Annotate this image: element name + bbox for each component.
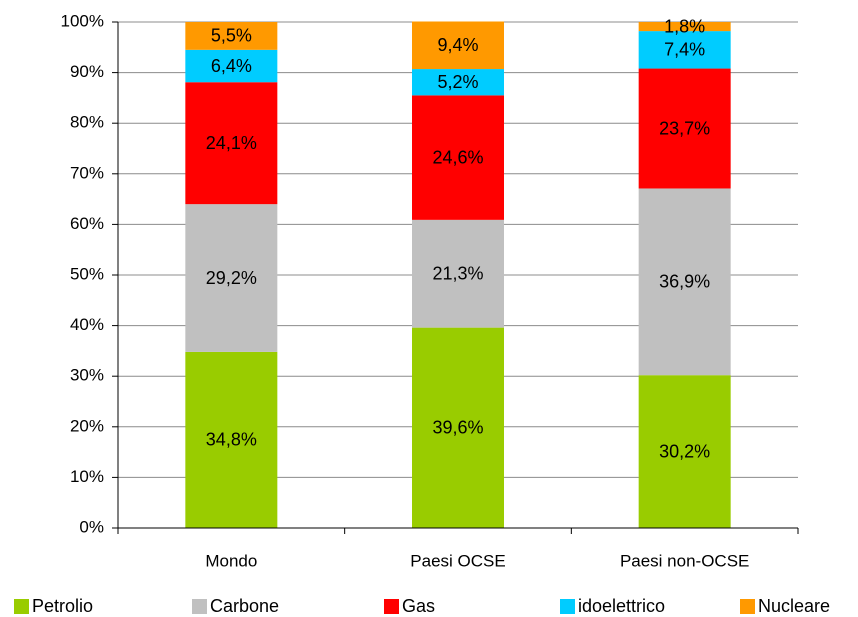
data-label: 23,7% — [659, 118, 710, 138]
data-label: 5,2% — [437, 72, 478, 92]
data-label: 36,9% — [659, 272, 710, 292]
legend-label: idoelettrico — [578, 596, 665, 616]
y-tick-label: 50% — [70, 264, 104, 283]
data-label: 30,2% — [659, 441, 710, 461]
x-tick-label: Paesi non-OCSE — [620, 551, 749, 570]
bar-segment — [412, 95, 504, 220]
legend-swatch — [192, 599, 207, 614]
data-label: 24,6% — [432, 147, 483, 167]
data-label: 21,3% — [432, 263, 483, 283]
legend-swatch — [384, 599, 399, 614]
x-tick-label: Paesi OCSE — [410, 551, 505, 570]
data-label: 9,4% — [437, 35, 478, 55]
legend-swatch — [14, 599, 29, 614]
data-label: 1,8% — [664, 16, 705, 36]
bar-segment — [638, 22, 731, 32]
bar-segment — [638, 68, 731, 189]
bar-segment — [412, 219, 504, 328]
bar-segment — [638, 31, 731, 69]
data-label: 5,5% — [211, 26, 252, 46]
data-label: 24,1% — [206, 133, 257, 153]
bar-segment — [412, 327, 504, 528]
bar-segment — [185, 22, 278, 50]
bar-segment — [638, 188, 731, 376]
bar-segment — [185, 204, 278, 352]
data-label: 34,8% — [206, 430, 257, 450]
y-tick-label: 0% — [79, 517, 104, 536]
legend-swatch — [740, 599, 755, 614]
y-tick-label: 60% — [70, 214, 104, 233]
y-tick-label: 70% — [70, 163, 104, 182]
bar-segment — [185, 351, 278, 528]
data-label: 6,4% — [211, 56, 252, 76]
legend-label: Petrolio — [32, 596, 93, 616]
data-label: 7,4% — [664, 40, 705, 60]
bar-segment — [638, 375, 731, 528]
legend-label: Nucleare — [758, 596, 830, 616]
bar-segment — [185, 49, 278, 83]
y-tick-label: 30% — [70, 366, 104, 385]
y-tick-label: 40% — [70, 315, 104, 334]
y-tick-label: 100% — [61, 11, 104, 30]
y-tick-label: 90% — [70, 62, 104, 81]
y-tick-label: 10% — [70, 467, 104, 486]
legend-label: Gas — [402, 596, 435, 616]
data-label: 39,6% — [432, 418, 483, 438]
legend-label: Carbone — [210, 596, 279, 616]
bar-segment — [412, 21, 504, 70]
bar-segment — [412, 69, 504, 96]
bar-segment — [185, 82, 278, 205]
x-tick-label: Mondo — [205, 551, 257, 570]
y-tick-label: 80% — [70, 113, 104, 132]
data-label: 29,2% — [206, 268, 257, 288]
y-tick-label: 20% — [70, 416, 104, 435]
legend-swatch — [560, 599, 575, 614]
